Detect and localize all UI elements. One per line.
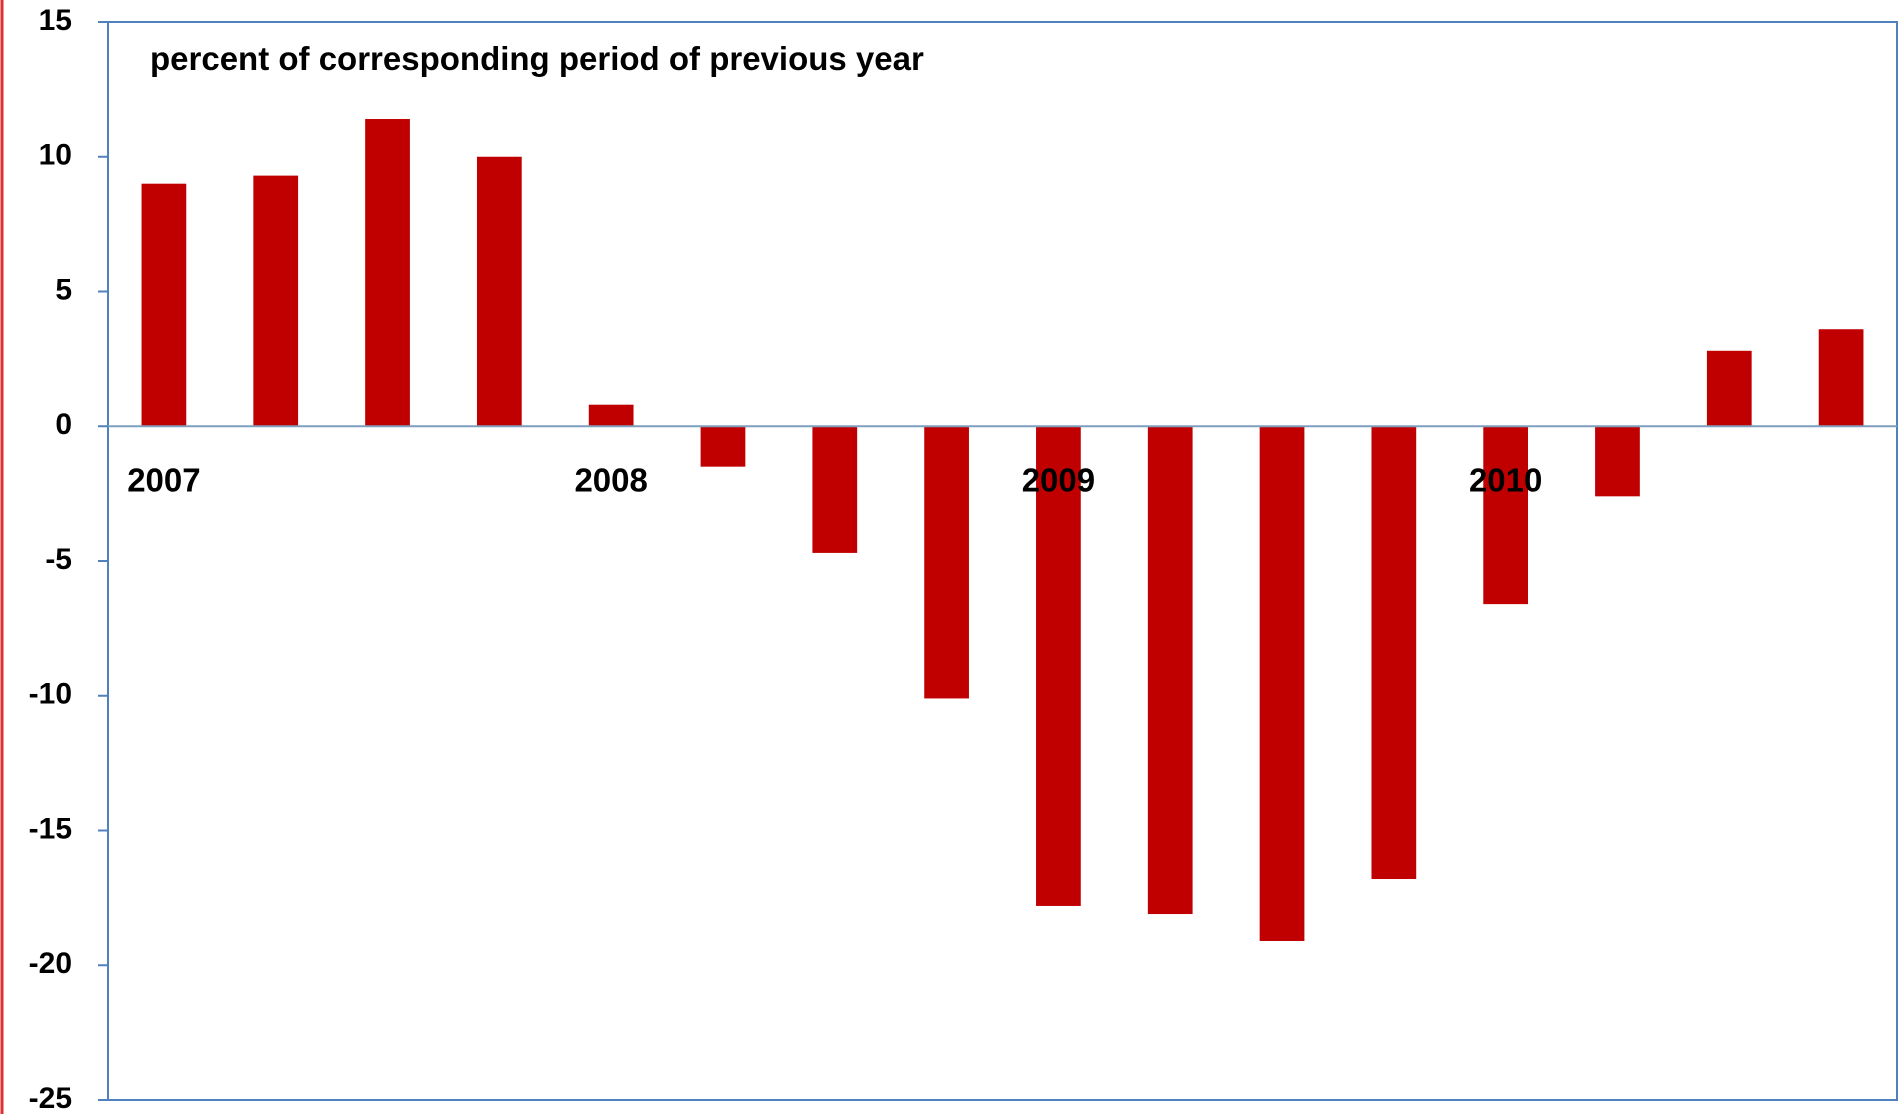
y-tick-label: 15: [39, 4, 72, 37]
y-tick-label: 5: [55, 273, 72, 306]
bar-2009-q3: [1259, 426, 1305, 941]
bar-2007-q4: [476, 156, 522, 427]
y-tick-label: 10: [39, 139, 72, 172]
bar-2010-q2: [1595, 426, 1640, 497]
chart-subtitle: percent of corresponding period of previ…: [150, 40, 924, 77]
year-label-2009: 2009: [1022, 461, 1095, 498]
bar-2010-q1: [1483, 426, 1529, 605]
y-tick-label: -15: [29, 812, 72, 845]
y-tick-label: -25: [29, 1082, 72, 1114]
bar-2007-q1: [141, 183, 187, 427]
y-tick-label: -10: [29, 678, 72, 711]
year-label-2007: 2007: [127, 461, 200, 498]
bar-2010-q3: [1706, 350, 1752, 427]
bar-2009-q4: [1371, 426, 1417, 880]
y-tick-label: -5: [45, 543, 72, 576]
bar-2009-q1: [1036, 426, 1081, 906]
bar-2008-q3: [812, 426, 858, 553]
y-tick-label: 0: [55, 408, 72, 441]
bar-series: [141, 119, 1864, 941]
bar-2010-q4: [1818, 329, 1864, 427]
bar-2007-q2: [253, 175, 299, 427]
bar-2008-q4: [924, 426, 969, 699]
y-axis: 15 10 5 0 -5 -10 -15 -20 -25: [29, 4, 108, 1114]
year-label-2010: 2010: [1469, 461, 1542, 498]
bar-2007-q3: [365, 119, 410, 427]
year-label-2008: 2008: [574, 461, 647, 498]
bar-2008-q2: [700, 426, 746, 467]
y-tick-label: -20: [29, 947, 72, 980]
year-labels: 2007 2008 2009 2010: [127, 461, 1542, 498]
bar-2009-q2: [1147, 426, 1193, 915]
bar-2008-q1: [588, 404, 634, 427]
